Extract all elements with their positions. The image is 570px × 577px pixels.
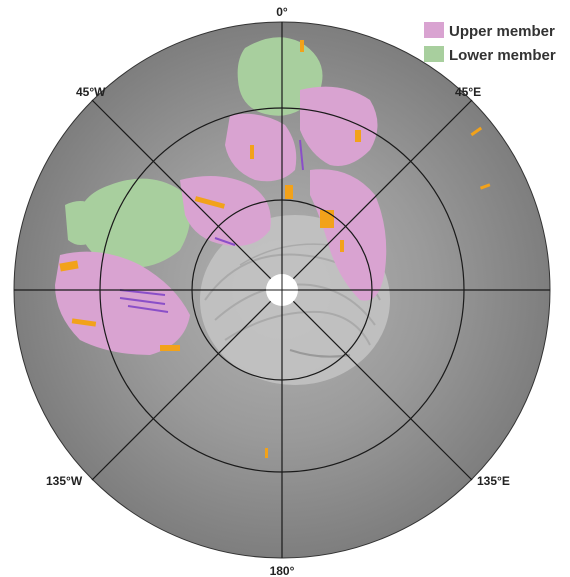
label-135w: 135°W xyxy=(46,474,83,488)
purple-features xyxy=(119,139,304,313)
label-45e: 45°E xyxy=(455,85,481,99)
legend-swatch-lower xyxy=(424,46,444,62)
legend-label-upper: Upper member xyxy=(449,23,555,40)
label-180-deg: 180° xyxy=(270,564,295,577)
legend-label-lower: Lower member xyxy=(449,47,556,64)
label-0-deg: 0° xyxy=(276,5,288,19)
graticule xyxy=(14,22,550,558)
label-45w: 45°W xyxy=(76,85,106,99)
orange-features xyxy=(59,40,491,458)
legend: Upper member Lower member xyxy=(424,22,556,64)
label-135e: 135°E xyxy=(477,474,510,488)
upper-member-region xyxy=(55,86,387,355)
legend-swatch-upper xyxy=(424,22,444,38)
